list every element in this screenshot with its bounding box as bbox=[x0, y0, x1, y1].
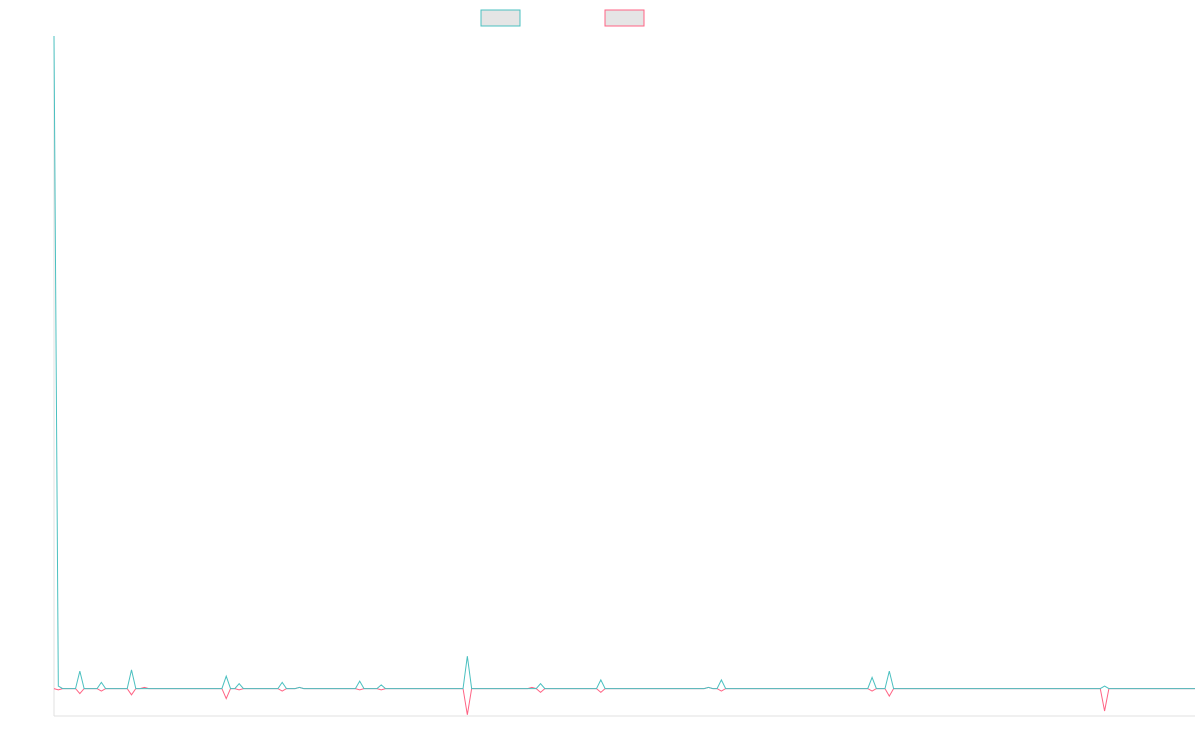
legend-swatch[interactable] bbox=[604, 9, 645, 27]
series-line bbox=[53, 35, 1195, 690]
series-line bbox=[53, 686, 1195, 715]
legend-swatch[interactable] bbox=[480, 9, 521, 27]
